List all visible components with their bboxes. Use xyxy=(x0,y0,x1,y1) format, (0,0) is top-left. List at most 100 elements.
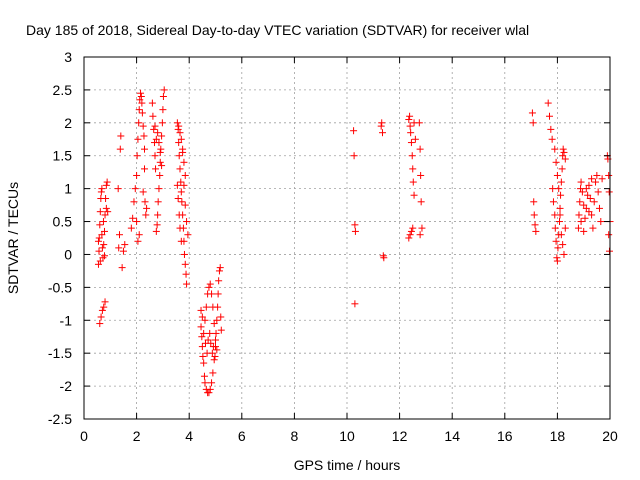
y-tick-label: 0.5 xyxy=(53,214,73,230)
data-point xyxy=(121,241,129,249)
x-tick-label: 18 xyxy=(550,428,566,444)
data-point xyxy=(553,257,561,265)
data-point xyxy=(200,372,208,380)
data-point xyxy=(152,165,160,173)
data-point xyxy=(406,122,414,130)
data-point xyxy=(140,145,148,153)
data-point xyxy=(377,122,385,130)
data-point xyxy=(158,132,166,140)
data-point xyxy=(141,198,149,206)
data-point xyxy=(135,119,143,127)
data-point xyxy=(134,237,142,245)
data-point xyxy=(561,155,569,163)
data-point xyxy=(208,290,216,298)
data-point xyxy=(118,264,126,272)
data-point xyxy=(217,326,225,334)
data-point xyxy=(154,129,162,137)
data-point xyxy=(415,119,423,127)
data-point xyxy=(151,122,159,130)
data-point xyxy=(406,231,414,239)
y-tick-label: 0 xyxy=(64,246,72,262)
y-tick-label: -1.5 xyxy=(48,345,72,361)
data-point xyxy=(595,204,603,212)
y-tick-label: -2.5 xyxy=(48,411,72,427)
data-point xyxy=(180,158,188,166)
data-point xyxy=(200,359,208,367)
data-point xyxy=(548,135,556,143)
data-point xyxy=(181,201,189,209)
data-point xyxy=(102,181,110,189)
data-point xyxy=(585,208,593,216)
data-point xyxy=(594,188,602,196)
data-point xyxy=(98,231,106,239)
data-point xyxy=(530,198,538,206)
data-point xyxy=(532,227,540,235)
data-point xyxy=(174,125,182,133)
data-point xyxy=(154,211,162,219)
data-point xyxy=(177,237,185,245)
data-point xyxy=(379,129,387,137)
data-point xyxy=(544,99,552,107)
data-point xyxy=(215,267,223,275)
data-point xyxy=(409,178,417,186)
data-point xyxy=(151,152,159,160)
data-point xyxy=(97,313,105,321)
x-tick-label: 16 xyxy=(497,428,513,444)
data-point xyxy=(577,218,585,226)
data-point xyxy=(605,247,613,255)
data-point xyxy=(557,231,565,239)
data-point xyxy=(173,181,181,189)
data-point xyxy=(131,185,139,193)
x-tick-label: 8 xyxy=(291,428,299,444)
data-point xyxy=(214,290,222,298)
data-point xyxy=(407,129,415,137)
data-point xyxy=(553,171,561,179)
data-point xyxy=(597,218,605,226)
data-point xyxy=(201,379,209,387)
y-tick-label: 1 xyxy=(64,181,72,197)
data-point xyxy=(405,234,413,242)
data-point xyxy=(119,247,127,255)
x-tick-label: 14 xyxy=(444,428,460,444)
data-point xyxy=(176,129,184,137)
data-point xyxy=(117,132,125,140)
data-point xyxy=(180,181,188,189)
data-point xyxy=(559,145,567,153)
data-point xyxy=(175,122,183,130)
data-point xyxy=(158,162,166,170)
grid xyxy=(84,57,610,419)
data-point xyxy=(182,270,190,278)
data-point xyxy=(176,224,184,232)
data-point xyxy=(198,333,206,341)
data-point xyxy=(156,148,164,156)
data-point xyxy=(528,109,536,117)
data-point xyxy=(549,185,557,193)
data-points xyxy=(94,86,614,397)
data-point xyxy=(213,346,221,354)
data-point xyxy=(159,106,167,114)
data-point xyxy=(197,323,205,331)
data-point xyxy=(209,343,217,351)
data-point xyxy=(551,224,559,232)
data-point xyxy=(197,306,205,314)
data-point xyxy=(557,178,565,186)
data-point xyxy=(101,298,109,306)
data-point xyxy=(156,158,164,166)
data-point xyxy=(130,198,138,206)
data-point xyxy=(210,356,218,364)
data-point xyxy=(212,336,219,344)
data-point xyxy=(114,185,122,193)
data-point xyxy=(150,125,158,133)
data-point xyxy=(555,185,563,193)
data-point xyxy=(155,139,163,147)
data-point xyxy=(351,221,359,229)
data-point xyxy=(155,185,163,193)
x-tick-label: 6 xyxy=(238,428,246,444)
data-point xyxy=(143,204,151,212)
x-tick-label: 2 xyxy=(133,428,141,444)
x-tick-label: 4 xyxy=(185,428,193,444)
data-point xyxy=(173,119,181,127)
data-point xyxy=(96,320,104,328)
data-point xyxy=(181,260,189,268)
data-point xyxy=(211,352,219,360)
